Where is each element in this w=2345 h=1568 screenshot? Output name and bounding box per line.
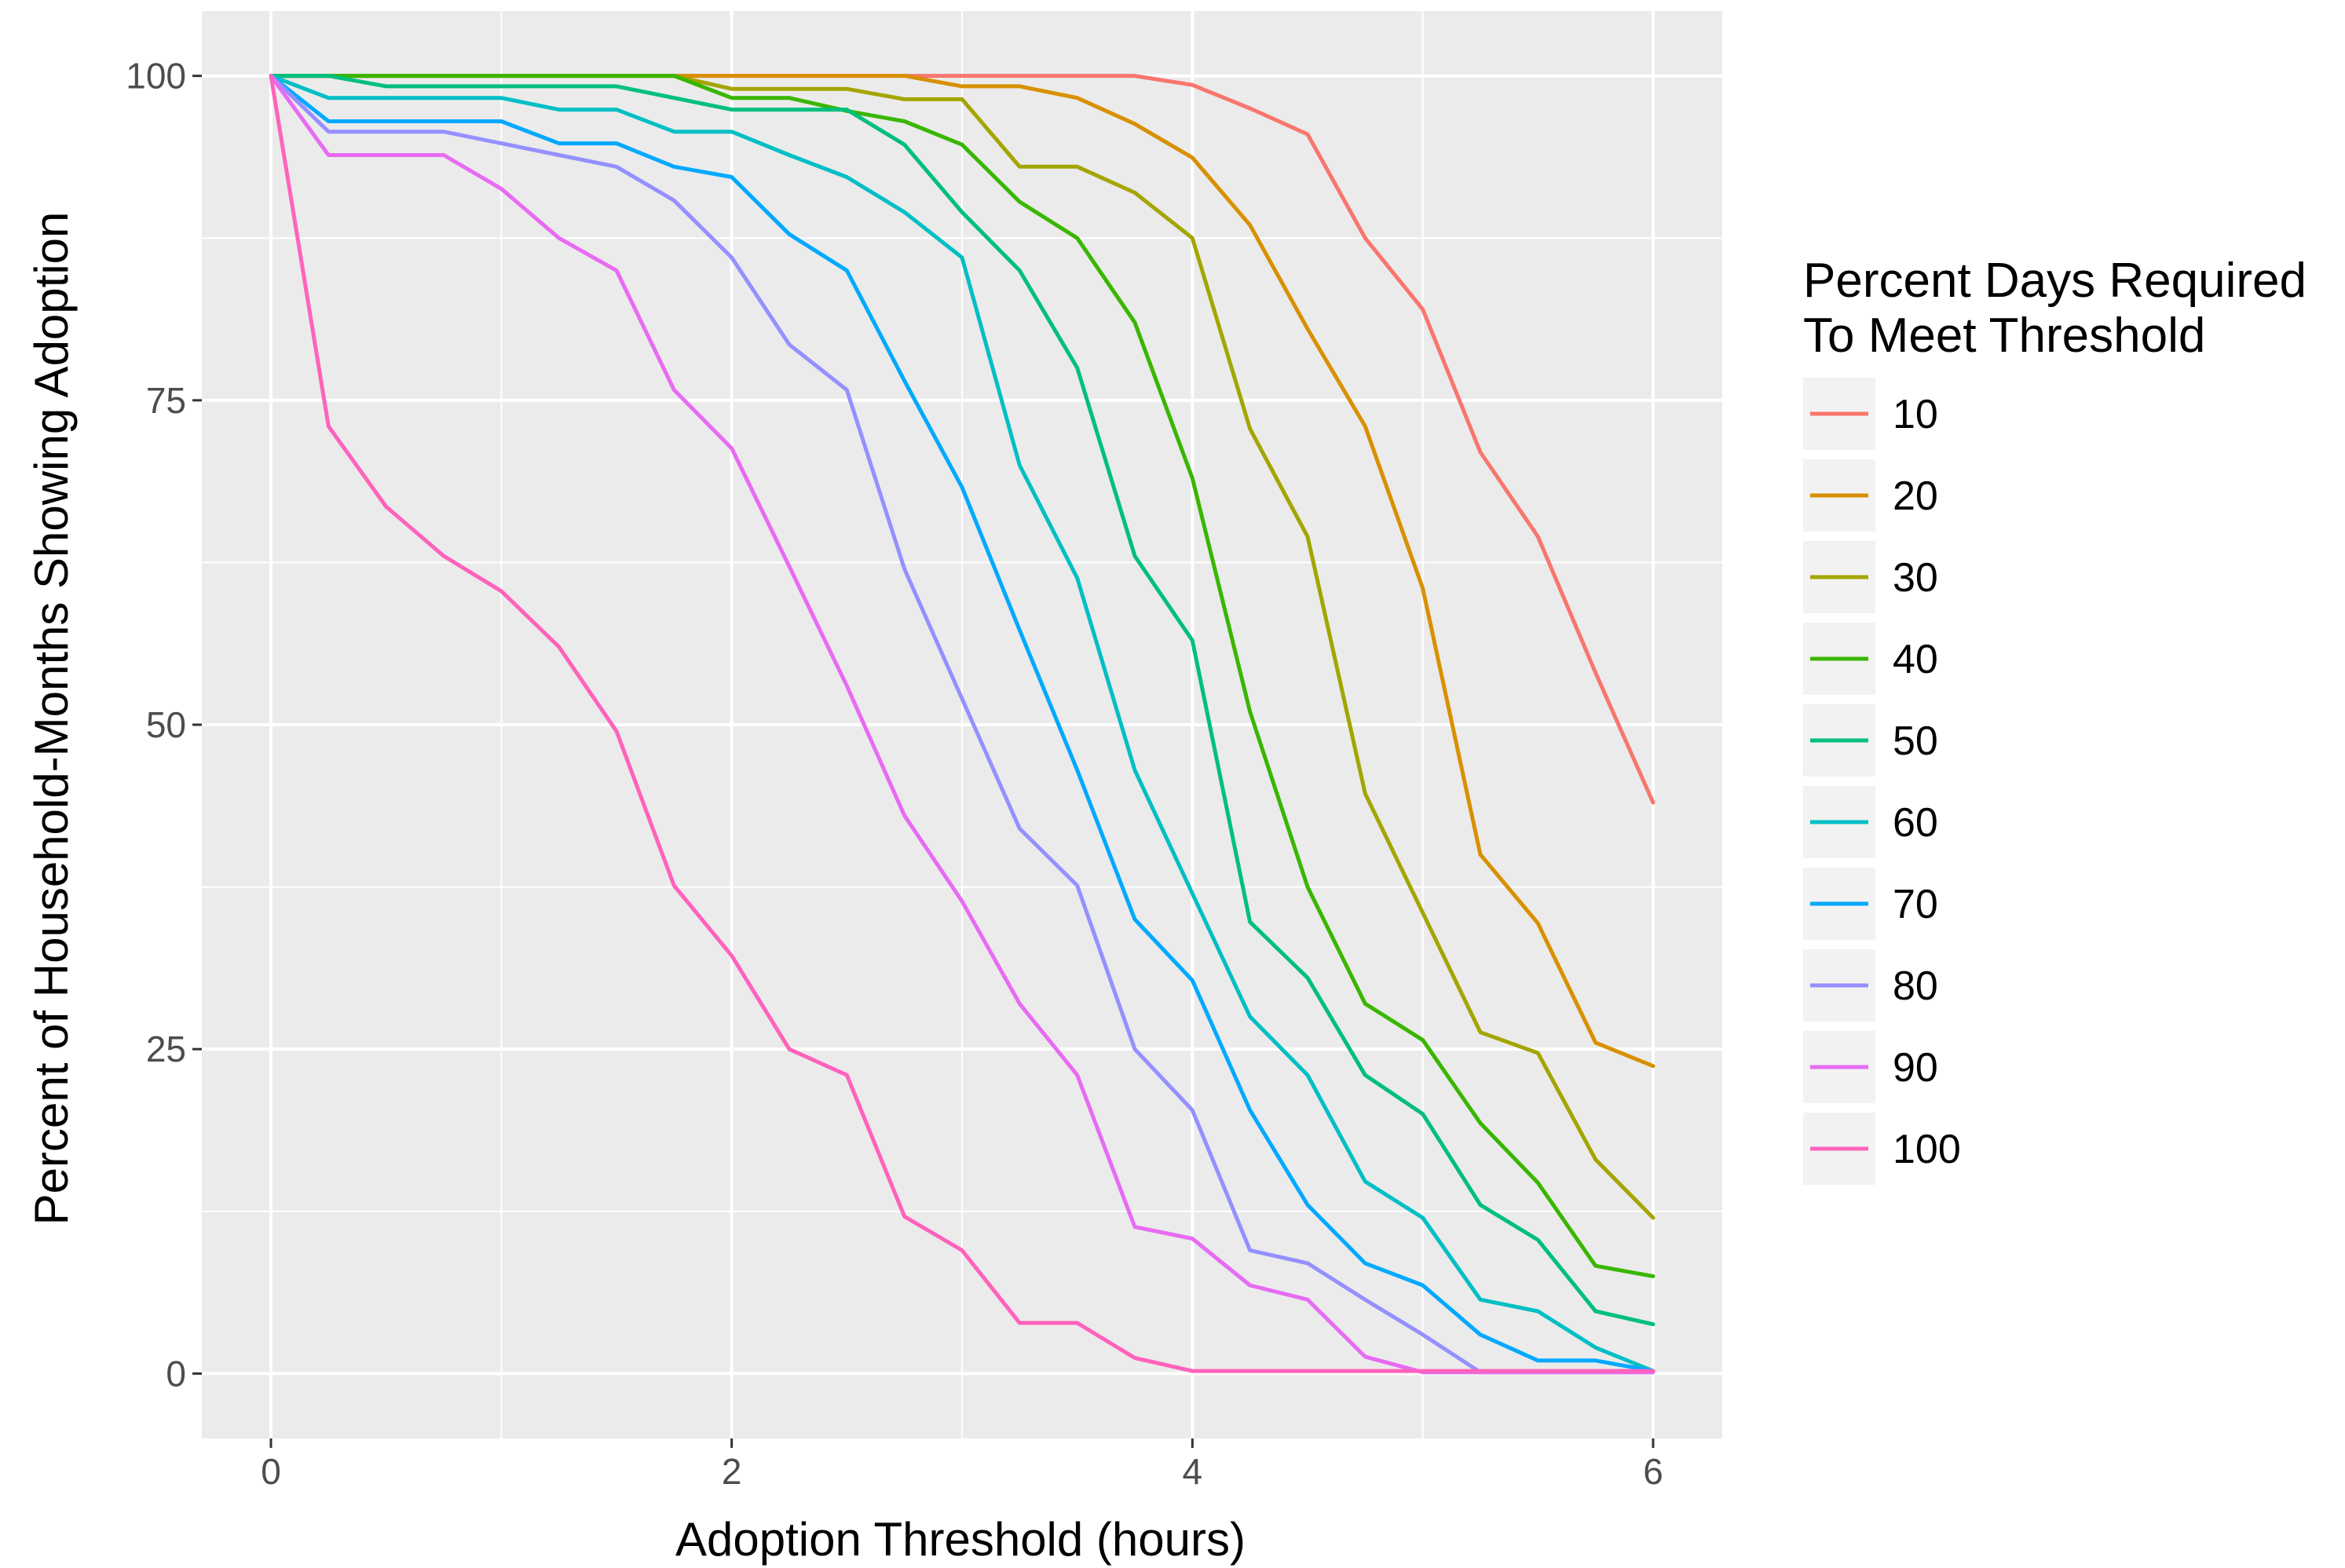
legend: Percent Days Required To Meet Threshold … — [1803, 254, 2307, 1185]
legend-label-100: 100 — [1893, 1127, 1961, 1172]
y-axis-title: Percent of Household-Months Showing Adop… — [25, 212, 78, 1226]
x-tick-label: 2 — [722, 1451, 742, 1492]
series-line-60 — [269, 74, 1655, 1373]
x-tick-label: 0 — [261, 1451, 281, 1492]
legend-label-20: 20 — [1893, 473, 1938, 519]
y-tick-label: 100 — [126, 56, 186, 97]
legend-label-40: 40 — [1893, 637, 1938, 682]
series-lines — [269, 74, 1655, 1375]
y-axis-ticks: 0 25 50 75 100 — [126, 56, 202, 1394]
y-tick-label: 50 — [146, 704, 186, 745]
legend-label-50: 50 — [1893, 718, 1938, 764]
legend-title-line-2: To Meet Threshold — [1803, 309, 2205, 363]
legend-label-60: 60 — [1893, 800, 1938, 846]
x-axis-title: Adoption Threshold (hours) — [675, 1513, 1246, 1566]
legend-items: 10 20 30 40 50 60 70 80 90 100 — [1803, 378, 1961, 1185]
legend-label-90: 90 — [1893, 1045, 1938, 1091]
series-line-70 — [269, 74, 1655, 1373]
x-tick-label: 6 — [1643, 1451, 1663, 1492]
y-tick-label: 25 — [146, 1029, 186, 1069]
legend-label-10: 10 — [1893, 392, 1938, 437]
series-line-50 — [269, 74, 1655, 1327]
series-line-40 — [269, 74, 1655, 1278]
legend-label-80: 80 — [1893, 963, 1938, 1009]
legend-label-70: 70 — [1893, 882, 1938, 927]
series-line-100 — [269, 74, 1655, 1373]
legend-label-30: 30 — [1893, 555, 1938, 601]
y-tick-label: 75 — [146, 380, 186, 421]
x-tick-label: 4 — [1183, 1451, 1203, 1492]
legend-title-line-1: Percent Days Required — [1803, 254, 2307, 308]
y-tick-label: 0 — [166, 1353, 186, 1394]
series-line-80 — [269, 74, 1655, 1375]
x-axis-ticks: 0 2 4 6 — [261, 1438, 1663, 1492]
